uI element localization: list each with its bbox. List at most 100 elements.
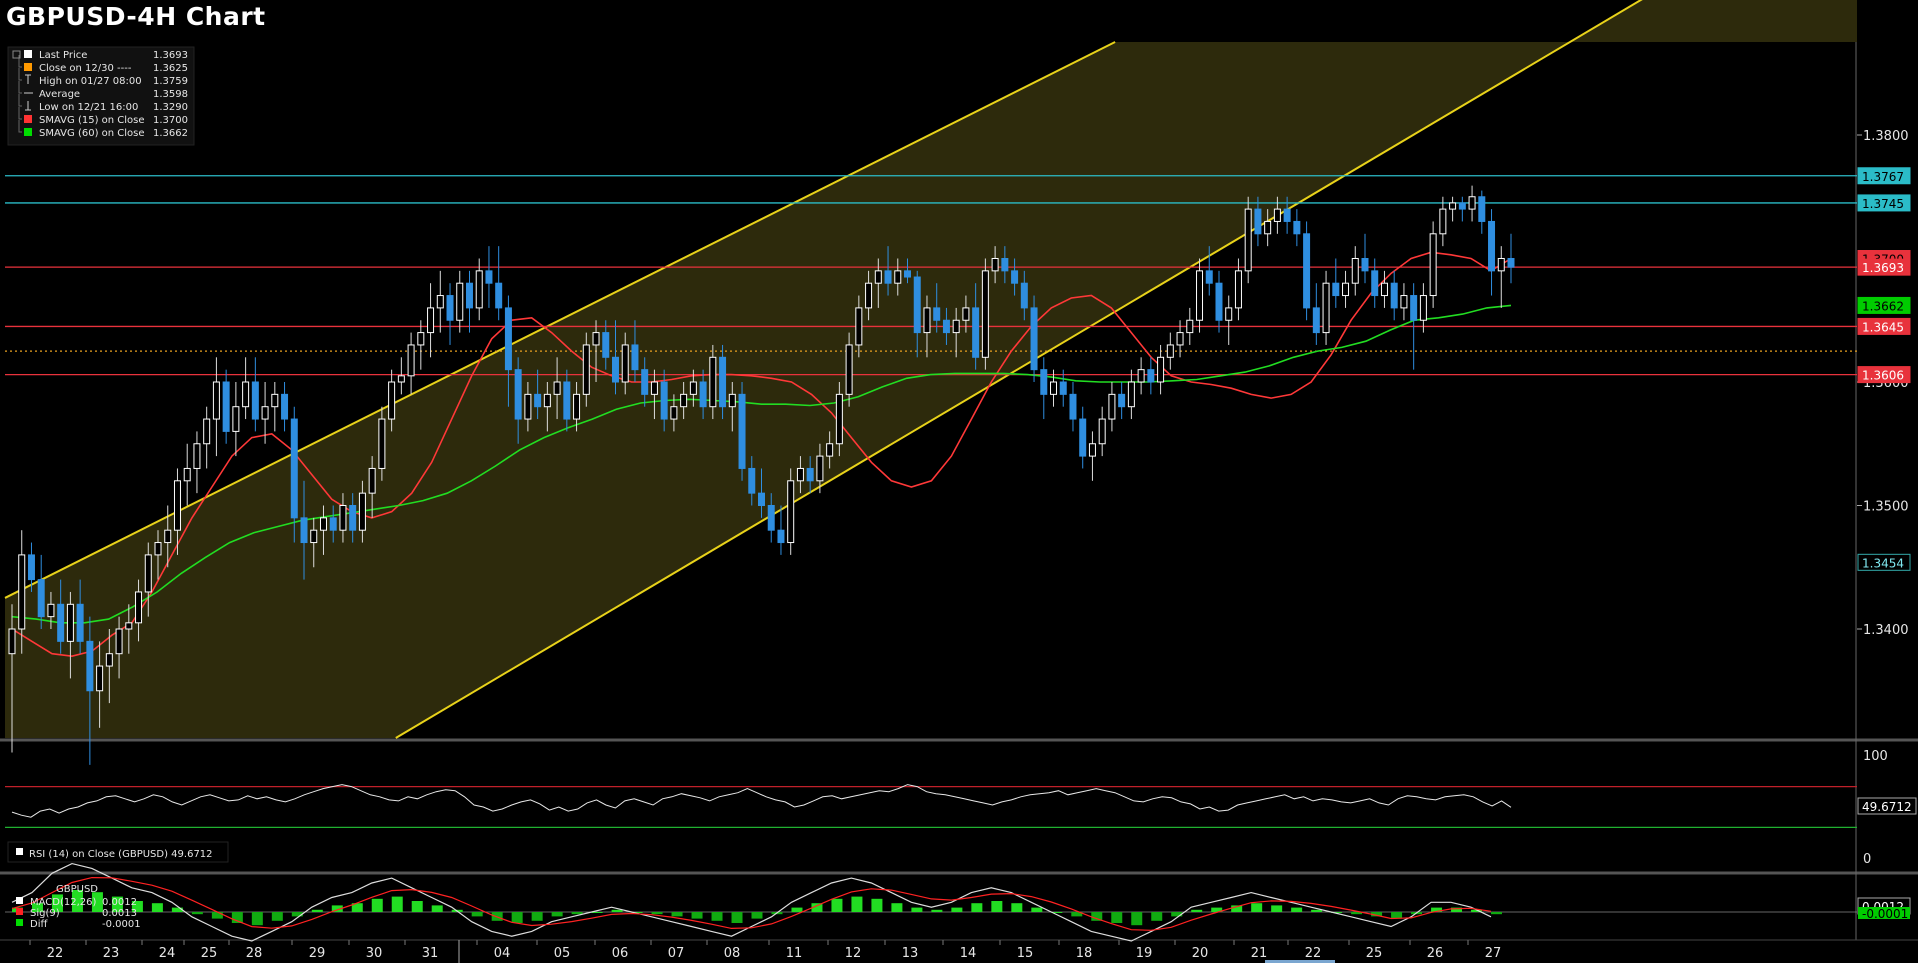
candle-body xyxy=(232,406,240,432)
candle-body xyxy=(1488,220,1496,272)
candle-body xyxy=(1439,208,1447,235)
macd-header: GBPUSD xyxy=(56,884,98,895)
macd-hist-bar xyxy=(831,898,843,912)
channel-fill xyxy=(5,0,1857,738)
candle-body xyxy=(1254,208,1262,235)
candle-body xyxy=(1332,282,1340,297)
candle-body xyxy=(835,393,843,445)
candle-body xyxy=(816,455,824,482)
legend-swatch xyxy=(25,101,31,111)
macd-legend-value: 0.0013 xyxy=(102,908,137,919)
candle-body xyxy=(942,319,950,334)
date-label: 20 xyxy=(1192,946,1209,961)
candle-body xyxy=(1147,369,1155,383)
macd-legend-label: MACD(12,26) xyxy=(30,897,97,908)
macd-hist-bar xyxy=(1031,907,1043,912)
candle-body xyxy=(1429,233,1437,297)
channel-upper-line xyxy=(4,41,1116,599)
legend-label: SMAVG (60) on Close xyxy=(39,128,145,139)
price-tick-label: 1.3800 xyxy=(1863,129,1909,144)
candle-body xyxy=(1040,369,1048,395)
macd-hist-bar xyxy=(1091,912,1103,921)
macd-hist-bar xyxy=(251,912,263,926)
candle-body xyxy=(670,406,678,420)
legend-value: 1.3598 xyxy=(153,89,188,100)
candle-body xyxy=(47,603,55,618)
macd-hist-bar xyxy=(51,894,63,912)
macd-hist-bar xyxy=(411,901,423,912)
candle-body xyxy=(37,579,45,618)
candle-body xyxy=(621,344,629,383)
date-label: 19 xyxy=(1136,946,1153,961)
macd-hist-bar xyxy=(671,912,683,917)
candle-body xyxy=(592,332,600,346)
date-label: 25 xyxy=(201,946,218,961)
price-tag xyxy=(1857,317,1911,335)
candle-body xyxy=(1283,208,1291,222)
candle-body xyxy=(436,295,444,309)
candle-body xyxy=(1312,307,1320,334)
legend-value: 1.3625 xyxy=(153,63,188,74)
candle-body xyxy=(76,603,84,642)
candle-body xyxy=(173,480,181,531)
macd-hist-bar xyxy=(891,903,903,912)
candle-body xyxy=(894,270,902,284)
macd-hist-bar xyxy=(111,896,123,912)
macd-hist-bar xyxy=(1011,903,1023,912)
legend-label: Last Price xyxy=(39,50,87,61)
macd-hist-bar xyxy=(571,912,583,915)
price-tag-label: 1.3662 xyxy=(1862,299,1904,313)
legend-label: SMAVG (15) on Close xyxy=(39,115,145,126)
macd-hist-bar xyxy=(1471,909,1483,912)
macd-hist-bar xyxy=(651,912,663,915)
candle-body xyxy=(1108,393,1116,420)
macd-hist-bar xyxy=(531,912,543,921)
candle-body xyxy=(796,467,804,482)
candle-body xyxy=(1079,418,1087,457)
macd-legend-value: -0.0001 xyxy=(102,919,141,930)
candle-body xyxy=(349,505,357,531)
candle-body xyxy=(368,467,376,494)
macd-line xyxy=(11,862,1492,942)
macd-signal-line xyxy=(11,876,1492,931)
candle-body xyxy=(465,282,473,309)
macd-hist-bar xyxy=(1391,912,1403,919)
macd-hist-bar xyxy=(1171,912,1183,917)
macd-hist-bar xyxy=(1071,912,1083,917)
legend-swatch xyxy=(24,50,32,58)
macd-hist-bar xyxy=(271,912,283,921)
date-label: 13 xyxy=(902,946,919,961)
date-label: 04 xyxy=(494,946,511,961)
price-tag xyxy=(1857,553,1911,571)
macd-legend-label: Sig(9) xyxy=(30,908,60,919)
candle-body xyxy=(456,282,464,321)
macd-hist-bar xyxy=(1291,907,1303,912)
candle-body xyxy=(1322,282,1330,334)
macd-hist-bar xyxy=(1051,912,1063,913)
candle-body xyxy=(1361,258,1369,272)
macd-swatch xyxy=(16,919,23,926)
candle-body xyxy=(660,381,668,420)
candle-body xyxy=(748,467,756,494)
price-tag-label: 1.3645 xyxy=(1862,320,1904,334)
candle-body xyxy=(1001,258,1009,272)
candle-body xyxy=(1030,307,1038,371)
candle-body xyxy=(378,418,386,469)
macd-hist-bar xyxy=(291,912,303,917)
candle-body xyxy=(719,356,727,408)
macd-hist-bar xyxy=(171,907,183,912)
candle-body xyxy=(573,393,581,420)
macd-hist-bar xyxy=(991,901,1003,912)
candle-body xyxy=(650,381,658,395)
candle-body xyxy=(1069,393,1077,420)
date-label: 18 xyxy=(1076,946,1093,961)
rsi-tick-label: 0 xyxy=(1863,852,1871,867)
price-tick-label: 1.3400 xyxy=(1863,623,1909,638)
legend-tree-line xyxy=(18,107,22,120)
candle-body xyxy=(1380,282,1388,297)
candle-body xyxy=(1127,381,1135,408)
macd-hist-bar xyxy=(1451,907,1463,912)
candle-body xyxy=(222,381,230,432)
macd-hist-bar xyxy=(1431,907,1443,912)
candle-body xyxy=(319,517,327,531)
